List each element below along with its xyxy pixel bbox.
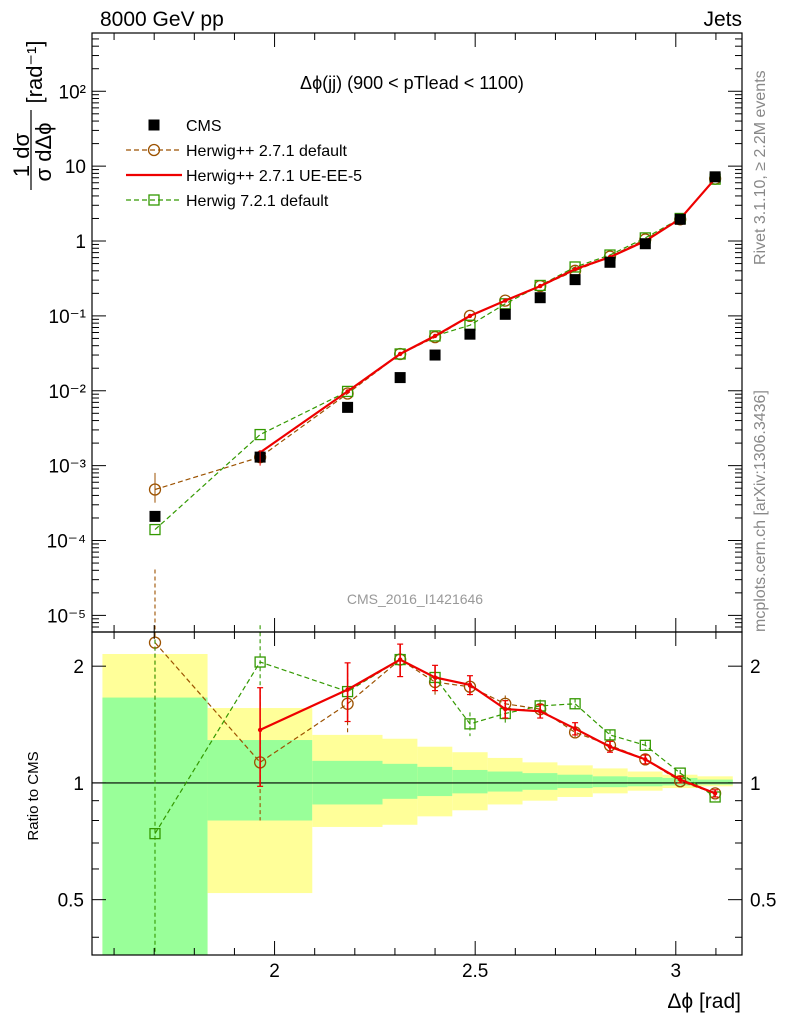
data-point	[678, 777, 683, 782]
data-point	[464, 328, 476, 340]
ylabel-main-numerator: 1 dσ	[9, 133, 34, 178]
ratio-y-tick-label: 1	[73, 774, 84, 795]
data-point	[257, 727, 263, 733]
data-point	[712, 791, 718, 796]
data-point	[148, 194, 160, 206]
y-tick-label: 10⁻⁵	[47, 606, 86, 627]
ratio-y-tick-label-right: 1	[750, 774, 761, 795]
header-left: 8000 GeV pp	[100, 8, 224, 31]
data-point	[534, 292, 546, 304]
data-point	[569, 698, 581, 710]
watermark: CMS_2016_I1421646	[347, 591, 483, 607]
data-point	[148, 119, 160, 131]
data-point	[464, 718, 476, 730]
main-series-layer	[148, 171, 722, 536]
axis-labels: Δϕ(jj) (900 < pTlead < 1100) CMS_2016_I1…	[9, 41, 776, 1013]
data-point	[534, 279, 546, 292]
header-right: Jets	[703, 8, 742, 31]
axes-frames	[91, 32, 743, 956]
data-point	[604, 729, 616, 741]
data-point	[604, 256, 616, 268]
data-point	[467, 682, 473, 688]
data-point	[345, 687, 350, 692]
ratio-y-tick-label-right: 0.5	[750, 891, 776, 912]
data-point	[639, 753, 652, 766]
band-inner	[522, 773, 558, 790]
data-point	[467, 313, 473, 319]
data-point	[429, 349, 441, 361]
data-point	[537, 283, 543, 289]
legend-label: Herwig++ 2.7.1 UE-EE-5	[186, 168, 362, 185]
y-tick-label: 10	[65, 157, 86, 178]
band-inner	[697, 779, 733, 785]
ylabel-main-denominator: σ dΔϕ	[31, 123, 56, 182]
data-point	[149, 827, 161, 840]
data-point	[499, 308, 511, 320]
data-point	[639, 238, 651, 250]
data-point	[639, 739, 651, 751]
band-inner	[487, 771, 523, 792]
data-point	[397, 657, 403, 662]
data-point	[463, 309, 477, 323]
data-point	[429, 330, 441, 342]
y-tick-label: 10⁻²	[49, 382, 87, 403]
series-line-main	[259, 177, 716, 454]
data-point	[709, 171, 721, 183]
x-tick-label: 3	[671, 961, 682, 982]
y-tick-label: 10⁻³	[49, 457, 87, 478]
xlabel: Δϕ [rad]	[667, 990, 741, 1013]
data-point	[432, 333, 438, 339]
x-tick-label: 2	[269, 961, 280, 982]
ratio-y-tick-label-right: 2	[750, 657, 761, 678]
data-point	[643, 757, 648, 762]
data-point	[394, 348, 406, 360]
series-line-ratio	[259, 658, 716, 795]
uncertainty-bands	[92, 654, 742, 955]
band-inner	[382, 763, 418, 799]
main-title: Δϕ(jj) (900 < pTlead < 1100)	[300, 73, 524, 93]
data-point	[342, 401, 354, 413]
data-point	[394, 372, 406, 384]
x-tick-label: 2.5	[462, 961, 488, 982]
legend: CMS Herwig++ 2.7.1 default Herwig++ 2.7.1 …	[126, 118, 362, 210]
data-point	[149, 523, 161, 536]
band-inner	[592, 776, 628, 788]
ratio-frame	[91, 631, 743, 956]
data-point	[607, 744, 613, 749]
legend-label: Herwig++ 2.7.1 default	[186, 143, 348, 160]
data-point	[147, 143, 161, 157]
data-point	[503, 706, 508, 712]
data-point	[254, 656, 266, 668]
band-inner	[627, 777, 663, 787]
data-point	[345, 389, 350, 394]
data-point	[674, 213, 686, 225]
legend-label: Herwig 7.2.1 default	[186, 193, 329, 210]
y-tick-label: 10²	[59, 82, 86, 103]
y-tick-label: 1	[75, 232, 86, 253]
y-tick-label: 10⁻¹	[49, 307, 87, 328]
data-point	[432, 675, 438, 680]
band-inner	[557, 774, 593, 789]
data-point	[254, 428, 266, 441]
data-point	[397, 351, 403, 357]
data-point	[341, 385, 354, 398]
ratio-y-tick-label: 2	[73, 657, 84, 678]
band-inner	[417, 766, 453, 797]
data-point	[537, 709, 543, 714]
ratio-ylabel: Ratio to CMS	[25, 751, 42, 840]
ratio-y-tick-label: 0.5	[58, 891, 84, 912]
data-point	[569, 274, 581, 286]
data-point	[572, 267, 578, 272]
band-inner	[452, 769, 488, 794]
data-point	[503, 298, 508, 303]
series-line-main	[154, 178, 716, 531]
legend-label: CMS	[186, 118, 222, 135]
ylabel-main-unit: [rad⁻¹]	[22, 41, 47, 104]
data-point	[149, 510, 161, 522]
data-point	[572, 726, 578, 731]
y-tick-label: 10⁻⁴	[47, 532, 86, 553]
ratio-series-layer	[148, 569, 722, 955]
